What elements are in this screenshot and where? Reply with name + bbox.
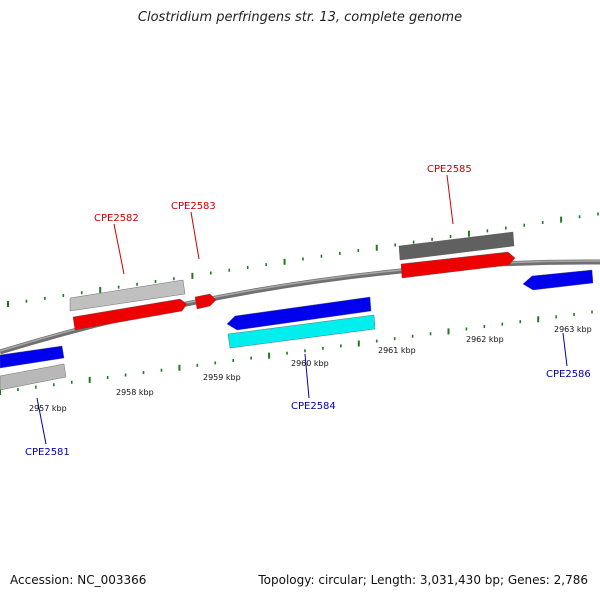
scale-label: 2959 kbp bbox=[203, 373, 241, 382]
outer-tick-ring bbox=[7, 212, 599, 307]
leader-cpe2582 bbox=[113, 223, 125, 275]
feature-cds-2584[interactable] bbox=[226, 296, 372, 331]
feature-orf-2585[interactable] bbox=[398, 231, 515, 261]
scale-label: 2957 kbp bbox=[29, 404, 67, 413]
leader-cpe2581 bbox=[36, 397, 47, 445]
leader-cpe2583 bbox=[190, 211, 200, 260]
gene-labels[interactable]: CPE2581 CPE2582 CPE2583 CPE2584 CPE2585 … bbox=[25, 164, 591, 458]
leader-cpe2586 bbox=[562, 332, 568, 367]
scale-labels: 2957 kbp 2958 kbp 2959 kbp 2960 kbp 2961… bbox=[29, 325, 592, 413]
feature-track bbox=[0, 231, 594, 391]
accession-text: Accession: NC_003366 bbox=[10, 573, 147, 587]
gene-label-cpe2586[interactable]: CPE2586 bbox=[546, 369, 591, 380]
feature-cds-2586[interactable] bbox=[522, 269, 594, 291]
genome-summary-text: Topology: circular; Length: 3,031,430 bp… bbox=[258, 573, 588, 587]
leader-cpe2585 bbox=[446, 174, 454, 225]
label-leaders bbox=[36, 174, 568, 445]
feature-cds-2583[interactable] bbox=[194, 293, 217, 310]
feature-orf-2581[interactable] bbox=[0, 363, 67, 391]
feature-orf-2582[interactable] bbox=[69, 279, 186, 312]
map-title: Clostridium perfringens str. 13, complet… bbox=[137, 10, 463, 25]
feature-cds-2581[interactable] bbox=[0, 345, 65, 369]
scale-label: 2960 kbp bbox=[291, 359, 329, 368]
inner-tick-ring bbox=[0, 310, 593, 395]
gene-label-cpe2583[interactable]: CPE2583 bbox=[171, 201, 216, 212]
feature-cds-2585[interactable] bbox=[400, 251, 516, 279]
gene-label-cpe2585[interactable]: CPE2585 bbox=[427, 164, 472, 175]
feature-cds-2582[interactable] bbox=[72, 298, 188, 331]
gene-label-cpe2581[interactable]: CPE2581 bbox=[25, 447, 70, 458]
scale-label: 2963 kbp bbox=[554, 325, 592, 334]
leader-cpe2584 bbox=[304, 353, 310, 399]
scale-label: 2958 kbp bbox=[116, 388, 154, 397]
gene-label-cpe2584[interactable]: CPE2584 bbox=[291, 401, 336, 412]
gene-label-cpe2582[interactable]: CPE2582 bbox=[94, 213, 139, 224]
scale-label: 2961 kbp bbox=[378, 346, 416, 355]
scale-label: 2962 kbp bbox=[466, 335, 504, 344]
feature-orf-2584[interactable] bbox=[227, 314, 376, 349]
